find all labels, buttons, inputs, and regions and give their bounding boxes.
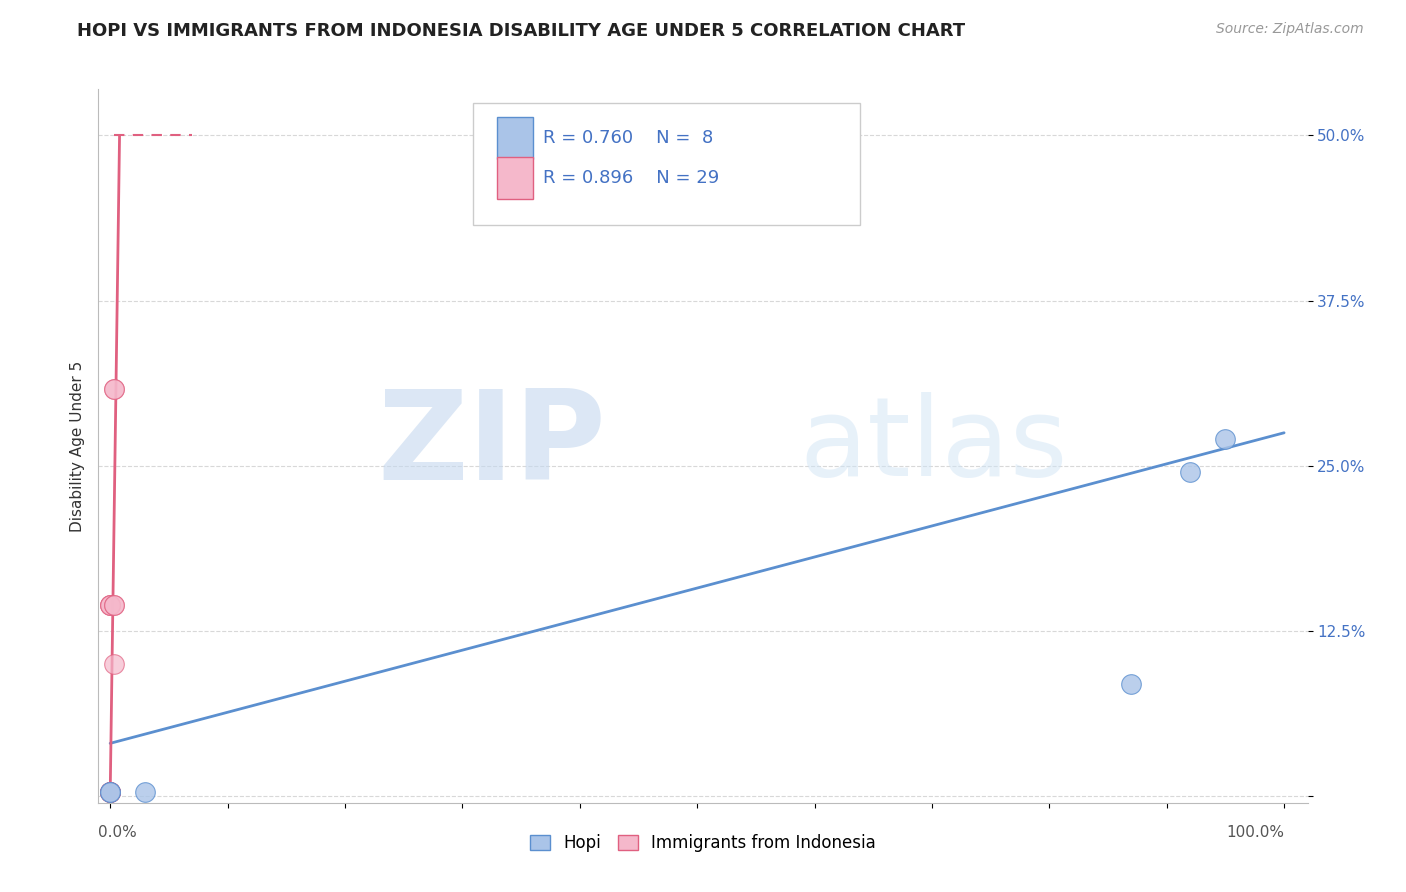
Point xyxy=(103,382,125,396)
Text: 0.0%: 0.0% xyxy=(98,825,138,840)
Text: Source: ZipAtlas.com: Source: ZipAtlas.com xyxy=(1216,22,1364,37)
Text: ZIP: ZIP xyxy=(378,385,606,507)
Text: atlas: atlas xyxy=(800,392,1069,500)
Text: HOPI VS IMMIGRANTS FROM INDONESIA DISABILITY AGE UNDER 5 CORRELATION CHART: HOPI VS IMMIGRANTS FROM INDONESIA DISABI… xyxy=(77,22,966,40)
Point xyxy=(103,598,125,612)
Point xyxy=(134,785,156,799)
Point xyxy=(98,598,121,612)
Point xyxy=(98,785,121,799)
Point xyxy=(1121,677,1143,691)
Legend: Hopi, Immigrants from Indonesia: Hopi, Immigrants from Indonesia xyxy=(523,828,883,859)
Point xyxy=(98,785,121,799)
Point xyxy=(103,382,125,396)
Y-axis label: Disability Age Under 5: Disability Age Under 5 xyxy=(69,360,84,532)
Point xyxy=(98,785,121,799)
Text: R = 0.760    N =  8: R = 0.760 N = 8 xyxy=(543,128,714,146)
Point xyxy=(98,785,121,799)
Point xyxy=(98,598,121,612)
Text: R = 0.896    N = 29: R = 0.896 N = 29 xyxy=(543,169,720,187)
FancyBboxPatch shape xyxy=(498,117,533,159)
Point xyxy=(98,785,121,799)
Point xyxy=(1215,433,1237,447)
Point xyxy=(98,598,121,612)
Point xyxy=(1180,466,1202,480)
Point xyxy=(103,598,125,612)
FancyBboxPatch shape xyxy=(474,103,860,225)
FancyBboxPatch shape xyxy=(498,157,533,200)
Point xyxy=(103,657,125,671)
Text: 100.0%: 100.0% xyxy=(1226,825,1284,840)
Point xyxy=(98,785,121,799)
Point xyxy=(98,785,121,799)
